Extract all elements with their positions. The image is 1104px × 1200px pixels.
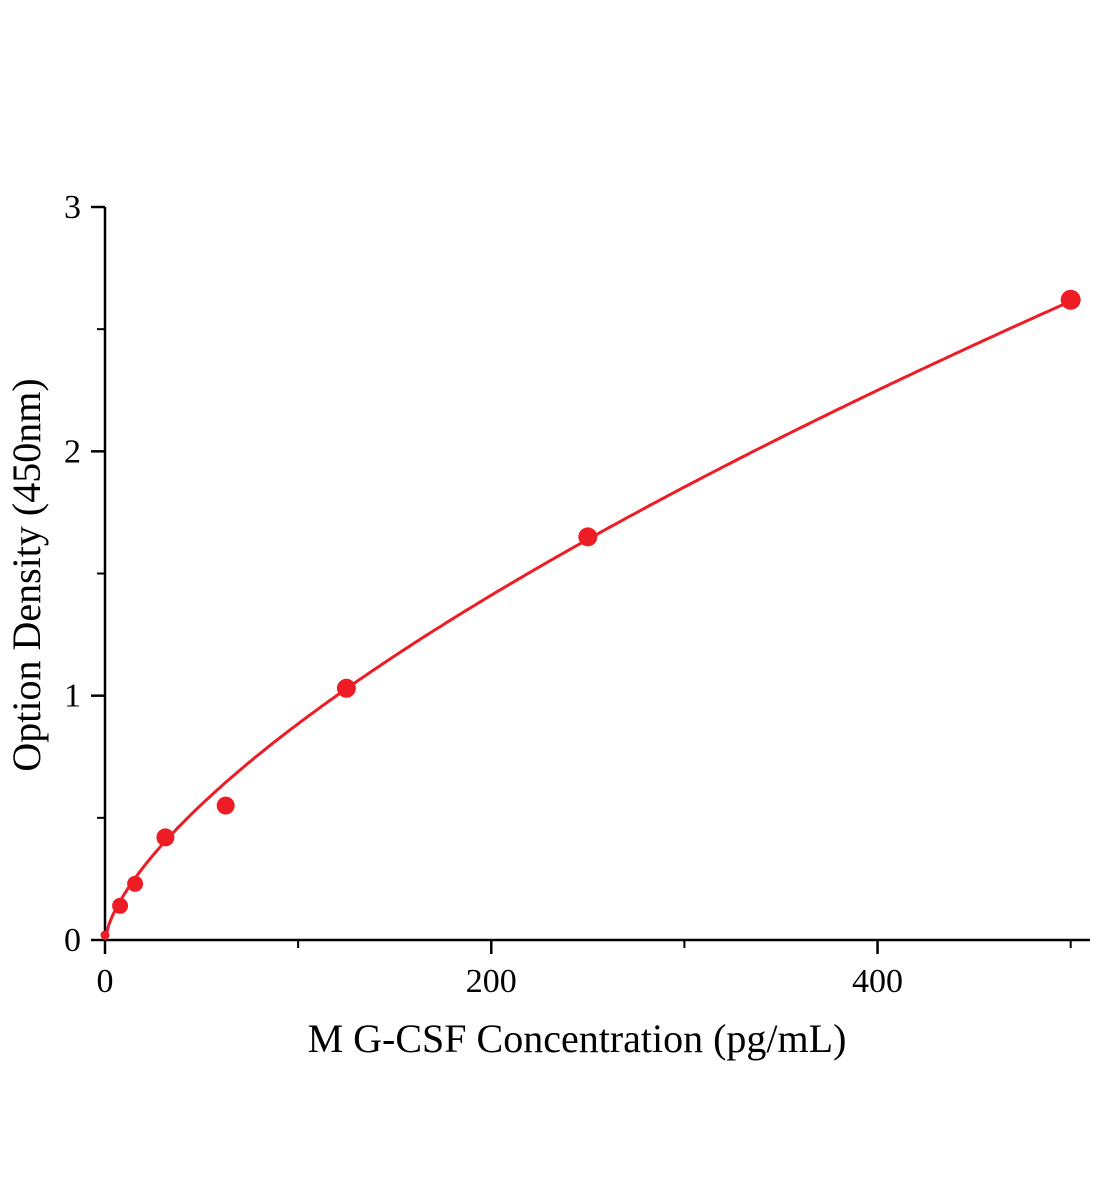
y-tick-label: 3: [64, 189, 81, 226]
x-tick-label: 0: [97, 963, 114, 1000]
x-axis-title: M G-CSF Concentration (pg/mL): [308, 1016, 847, 1061]
data-point: [127, 875, 144, 892]
data-point: [100, 930, 110, 940]
y-tick-label: 1: [64, 678, 81, 715]
data-point: [216, 796, 235, 815]
y-tick-label: 2: [64, 433, 81, 470]
data-point: [578, 527, 598, 547]
y-tick-label: 0: [64, 922, 81, 959]
data-point: [112, 897, 129, 914]
fit-curve: [103, 299, 1072, 941]
x-tick-label: 400: [852, 963, 903, 1000]
data-point: [156, 828, 175, 847]
x-tick-label: 200: [466, 963, 517, 1000]
y-axis-title: Option Density (450nm): [4, 378, 49, 771]
plot-area: 0 200 400 0 1 2 3: [64, 189, 1090, 1000]
data-point: [336, 678, 356, 698]
data-point: [1060, 289, 1081, 310]
